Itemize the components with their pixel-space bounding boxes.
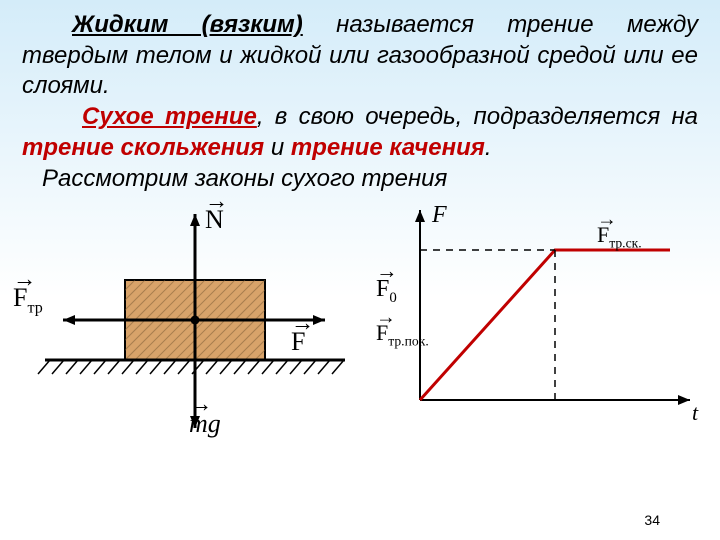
diagram-friction-graph: Ft→F0→Fтр.пок.→Fтр.ск.: [370, 200, 710, 440]
page-number: 34: [644, 512, 660, 528]
body-text-2a: , в свою очередь, подразделяется на: [257, 103, 698, 130]
term-rolling: трение качения: [291, 134, 485, 161]
svg-text:t: t: [692, 400, 699, 425]
body-text-2c: .: [485, 134, 492, 161]
svg-text:F: F: [291, 327, 305, 356]
term-dry: Сухое трение: [82, 103, 257, 130]
term-liquid: Жидким (вязким): [72, 11, 303, 38]
footer-strip: [0, 494, 720, 540]
svg-text:N: N: [205, 205, 224, 234]
body-text-2b: и: [264, 134, 291, 161]
svg-text:→: →: [189, 392, 212, 418]
svg-text:Fтр.ск.: Fтр.ск.: [597, 222, 642, 251]
diagram-block-on-surface: →N→F→Fтрmg→: [5, 200, 365, 450]
svg-text:F: F: [431, 202, 447, 228]
term-sliding: трение скольжения: [22, 134, 264, 161]
body-text-3: Рассмотрим законы сухого трения: [22, 164, 698, 195]
